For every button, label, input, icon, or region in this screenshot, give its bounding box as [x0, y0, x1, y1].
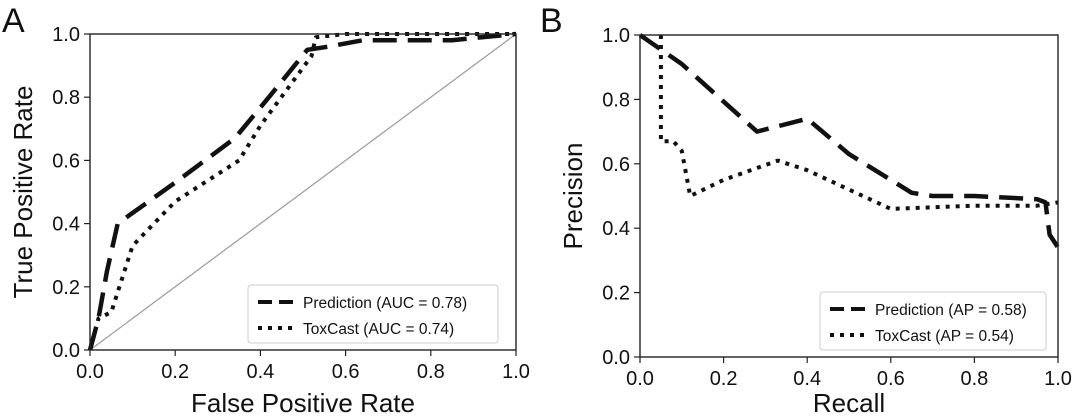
x-tick-label: 0.8 [417, 361, 445, 383]
panel-a: A 0.0 0.2 0.4 0.6 0.8 1.0 0.0 0.2 0.4 0.6 0.8 1.0 F… [2, 2, 530, 416]
series-line-prediction [87, 31, 517, 351]
panel-a-x-axis-label: False Positive Rate [191, 388, 415, 416]
panel-a-reference-line [89, 33, 517, 351]
panel-b-label: B [540, 2, 563, 40]
panel-a-legend-box [247, 284, 499, 344]
y-tick-label: 0.6 [602, 154, 630, 176]
x-tick-label: 0.0 [76, 361, 104, 383]
panel-b-y-axis-label: Precision [558, 143, 588, 250]
panel-b-ticks: 0.0 0.2 0.4 0.6 0.8 1.0 0.0 0.2 0.4 0.6 0.8 1.0 [602, 25, 1072, 390]
legend-entry-label: Prediction (AP = 0.58) [875, 302, 1027, 319]
panel-b-plot-frame [639, 34, 1059, 358]
y-tick-label: 0.4 [52, 214, 80, 236]
legend-entry-label: ToxCast (AP = 0.54) [875, 328, 1014, 345]
x-tick-label: 0.0 [626, 368, 654, 390]
series-line-prediction [638, 33, 1060, 249]
y-tick-label: 1.0 [52, 24, 80, 46]
x-tick-label: 0.2 [710, 368, 738, 390]
x-tick-label: 0.2 [161, 361, 189, 383]
x-tick-label: 0.8 [960, 368, 988, 390]
y-tick-label: 0.8 [602, 89, 630, 111]
panel-b-legend: Prediction (AP = 0.58) ToxCast (AP = 0.54… [819, 291, 1047, 351]
legend-entry-label: Prediction (AUC = 0.78) [303, 295, 467, 312]
y-tick-label: 0.8 [52, 87, 80, 109]
y-tick-label: 0.0 [52, 340, 80, 362]
x-tick-label: 1.0 [502, 361, 530, 383]
x-tick-label: 0.4 [246, 361, 274, 383]
panel-b-series [638, 33, 1060, 249]
panel-b-legend-box [819, 291, 1047, 351]
panel-a-plot-frame [89, 33, 517, 351]
y-tick-label: 0.0 [602, 347, 630, 369]
y-tick-label: 0.4 [602, 218, 630, 240]
panel-a-series [87, 31, 517, 351]
y-tick-label: 0.6 [52, 150, 80, 172]
panel-a-ticks: 0.0 0.2 0.4 0.6 0.8 1.0 0.0 0.2 0.4 0.6 0.8 1.0 [52, 24, 530, 383]
y-tick-label: 1.0 [602, 25, 630, 47]
x-tick-label: 0.6 [332, 361, 360, 383]
panel-b: B 0.0 0.2 0.4 0.6 0.8 1.0 0.0 0.2 0.4 0.6 0.8 1.0 R… [540, 2, 1072, 416]
x-tick-label: 0.6 [877, 368, 905, 390]
legend-entry-label: ToxCast (AUC = 0.74) [303, 321, 454, 338]
series-line-toxcast [88, 32, 516, 351]
x-tick-label: 1.0 [1044, 368, 1072, 390]
panel-a-legend: Prediction (AUC = 0.78) ToxCast (AUC = 0.… [247, 284, 499, 344]
panel-a-y-axis-label: True Positive Rate [8, 86, 38, 299]
y-tick-label: 0.2 [52, 277, 80, 299]
series-line-toxcast [658, 35, 1059, 211]
panel-a-label: A [2, 2, 25, 40]
y-tick-label: 0.2 [602, 283, 630, 305]
x-tick-label: 0.4 [793, 368, 821, 390]
panel-b-x-axis-label: Recall [813, 388, 885, 416]
